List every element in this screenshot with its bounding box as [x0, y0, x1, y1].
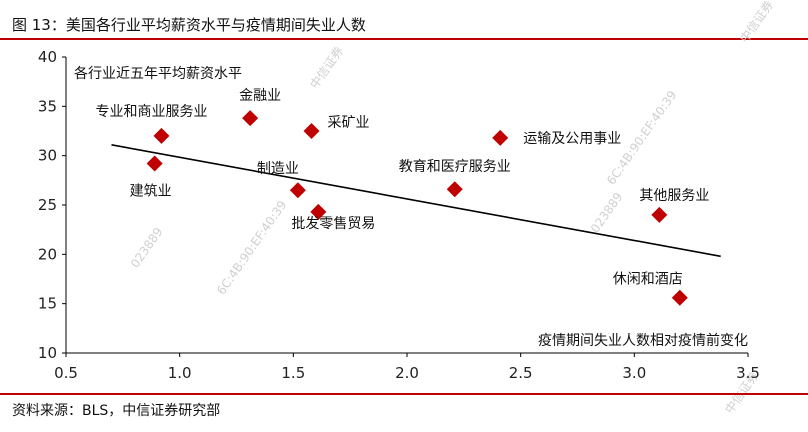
trendline-path — [111, 144, 721, 258]
data-point-marker — [146, 155, 163, 172]
x-tick-label: 1.5 — [281, 364, 305, 382]
data-point-marker — [310, 203, 327, 220]
watermark-text: 6C:4B:90:EF:40:39 — [214, 198, 289, 297]
figure-title: 图 13：美国各行业平均薪资水平与疫情期间失业人数 — [12, 16, 366, 34]
watermark-text: 中信证券 — [736, 0, 776, 45]
data-point-label: 休闲和酒店 — [613, 272, 683, 288]
data-point-label: 批发零售贸易 — [291, 216, 375, 232]
trendline — [111, 144, 721, 258]
x-tick-label: 3.5 — [736, 364, 760, 382]
data-point-marker — [289, 182, 306, 199]
x-axis-label: 疫情期间失业人数相对疫情前变化 — [538, 332, 748, 349]
y-tick-label: 30 — [38, 147, 57, 165]
y-axis-label: 各行业近五年平均薪资水平 — [74, 66, 242, 82]
watermark-layer: 023889023889中信证券中信证券6C:4B:90:EF:40:396C:… — [128, 0, 776, 416]
y-tick-label: 15 — [38, 295, 57, 313]
data-point-label: 其他服务业 — [639, 188, 709, 204]
y-tick-label: 35 — [38, 97, 57, 115]
x-tick-label: 2.0 — [395, 364, 419, 382]
y-tick-label: 20 — [38, 245, 57, 263]
data-point-label: 金融业 — [239, 88, 281, 104]
x-tick-label: 1.0 — [168, 364, 192, 382]
axes: 0.5 1.0 1.5 2.0 2.5 3.0 3.5 10 15 20 25 30 35 40 — [38, 48, 760, 382]
bottom-rule — [0, 393, 808, 395]
data-point-label: 采矿业 — [328, 115, 370, 131]
top-rule — [0, 38, 808, 40]
source-note: 资料来源：BLS，中信证券研究部 — [12, 403, 221, 419]
data-point-marker — [242, 110, 259, 127]
data-point-marker — [446, 181, 463, 198]
watermark-text: 中信证券 — [306, 43, 346, 91]
watermark-text: 023889 — [128, 225, 166, 271]
y-tick-label: 25 — [38, 196, 57, 214]
watermark-text: 023889 — [588, 190, 626, 236]
data-point-marker — [671, 289, 688, 306]
x-tick-label: 3.0 — [622, 364, 646, 382]
y-tick-label: 10 — [38, 344, 57, 362]
data-point-marker — [153, 127, 170, 144]
data-point-label: 运输及公用事业 — [523, 131, 621, 147]
data-point-label: 建筑业 — [130, 184, 172, 200]
x-tick-label: 2.5 — [509, 364, 533, 382]
y-tick-label: 40 — [38, 48, 57, 66]
data-points — [146, 110, 688, 306]
data-point-label: 制造业 — [257, 161, 299, 177]
data-point-label: 专业和商业服务业 — [95, 104, 207, 120]
x-tick-label: 0.5 — [54, 364, 78, 382]
data-point-marker — [492, 129, 509, 146]
data-point-label: 教育和医疗服务业 — [399, 159, 511, 175]
data-point-marker — [651, 206, 668, 223]
data-point-marker — [303, 123, 320, 139]
